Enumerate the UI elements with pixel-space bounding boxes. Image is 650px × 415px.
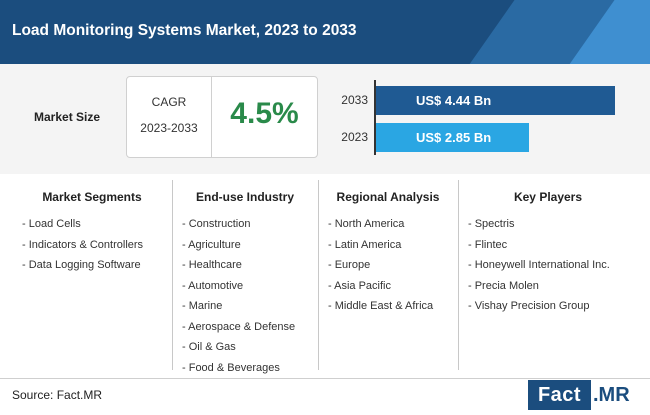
column-divider — [458, 180, 459, 370]
source-text: Source: Fact.MR — [12, 388, 103, 402]
cagr-divider — [211, 77, 212, 157]
bar-axis — [374, 80, 376, 155]
header-banner: Load Monitoring Systems Market, 2023 to … — [0, 0, 650, 64]
column-divider — [318, 180, 319, 370]
segment-list-item: - Healthcare — [182, 259, 242, 271]
logo-mr: .MR — [593, 384, 630, 406]
segment-list-item: - Vishay Precision Group — [468, 300, 590, 312]
bar-2033: US$ 4.44 Bn — [376, 86, 615, 115]
segment-list-item: - Spectris — [468, 218, 515, 230]
segment-list-item: - Data Logging Software — [22, 259, 141, 271]
segment-list-item: - Honeywell International Inc. — [468, 259, 610, 271]
segment-column: Market Segments - Load Cells - Indicators … — [12, 176, 172, 376]
segments-area: Market Segments - Load Cells - Indicators … — [0, 176, 650, 376]
segment-heading: Regional Analysis — [336, 190, 440, 204]
segment-column: Key Players - Spectris - Flintec - Honeywel… — [458, 176, 638, 376]
segment-list-item: - Automotive — [182, 279, 244, 292]
segment-heading: End-use Industry — [195, 190, 294, 204]
bar-year-label: 2023 — [341, 130, 368, 144]
logo-fact: Fact — [528, 380, 591, 410]
segment-list: - North America - Latin America - Europe - … — [328, 214, 433, 317]
cagr-box: CAGR 2023-2033 4.5% — [126, 76, 318, 158]
bar-value-label: US$ 4.44 Bn — [416, 93, 492, 108]
segment-list-item: - Food & Beverages — [182, 361, 280, 374]
segment-list-item: - Marine — [182, 300, 223, 312]
segment-list-item: - Europe — [328, 259, 371, 271]
segment-list-item: - Construction — [182, 218, 251, 230]
cagr-years: 2023-2033 — [140, 121, 198, 135]
market-size-panel — [0, 64, 650, 174]
segment-list-item: - Precia Molen — [468, 279, 539, 292]
segment-column: Regional Analysis - North America - Latin … — [318, 176, 458, 376]
segment-list: - Construction - Agriculture - Healthcare -… — [182, 214, 295, 378]
segment-list-item: - Indicators & Controllers — [22, 238, 144, 251]
segment-list-item: - Latin America — [328, 238, 402, 251]
page-title: Load Monitoring Systems Market, 2023 to … — [12, 22, 357, 39]
bar-2023: US$ 2.85 Bn — [376, 123, 529, 152]
segment-list-item: - Middle East & Africa — [328, 300, 434, 312]
market-size-label: Market Size — [34, 110, 101, 124]
segment-list: - Load Cells - Indicators & Controllers - … — [22, 214, 143, 276]
segment-list-item: - Load Cells — [22, 218, 81, 230]
segment-column: End-use Industry - Construction - Agricult… — [172, 176, 318, 376]
cagr-value: 4.5% — [230, 97, 299, 130]
segment-list-item: - Flintec — [468, 238, 508, 251]
segment-list-item: - Asia Pacific — [328, 279, 391, 292]
segment-heading: Market Segments — [42, 190, 142, 204]
segment-list-item: - Agriculture — [182, 238, 241, 251]
segment-heading: Key Players — [513, 190, 583, 204]
column-divider — [172, 180, 173, 370]
segment-list-item: - Aerospace & Defense — [182, 320, 296, 333]
segment-list-item: - Oil & Gas — [182, 341, 236, 353]
bar-value-label: US$ 2.85 Bn — [416, 130, 492, 145]
cagr-label: CAGR — [151, 95, 187, 109]
segment-list-item: - North America — [328, 218, 405, 230]
bar-year-label: 2033 — [341, 93, 368, 107]
footer-divider — [0, 378, 650, 379]
segment-list: - Spectris - Flintec - Honeywell Internati… — [468, 214, 610, 317]
